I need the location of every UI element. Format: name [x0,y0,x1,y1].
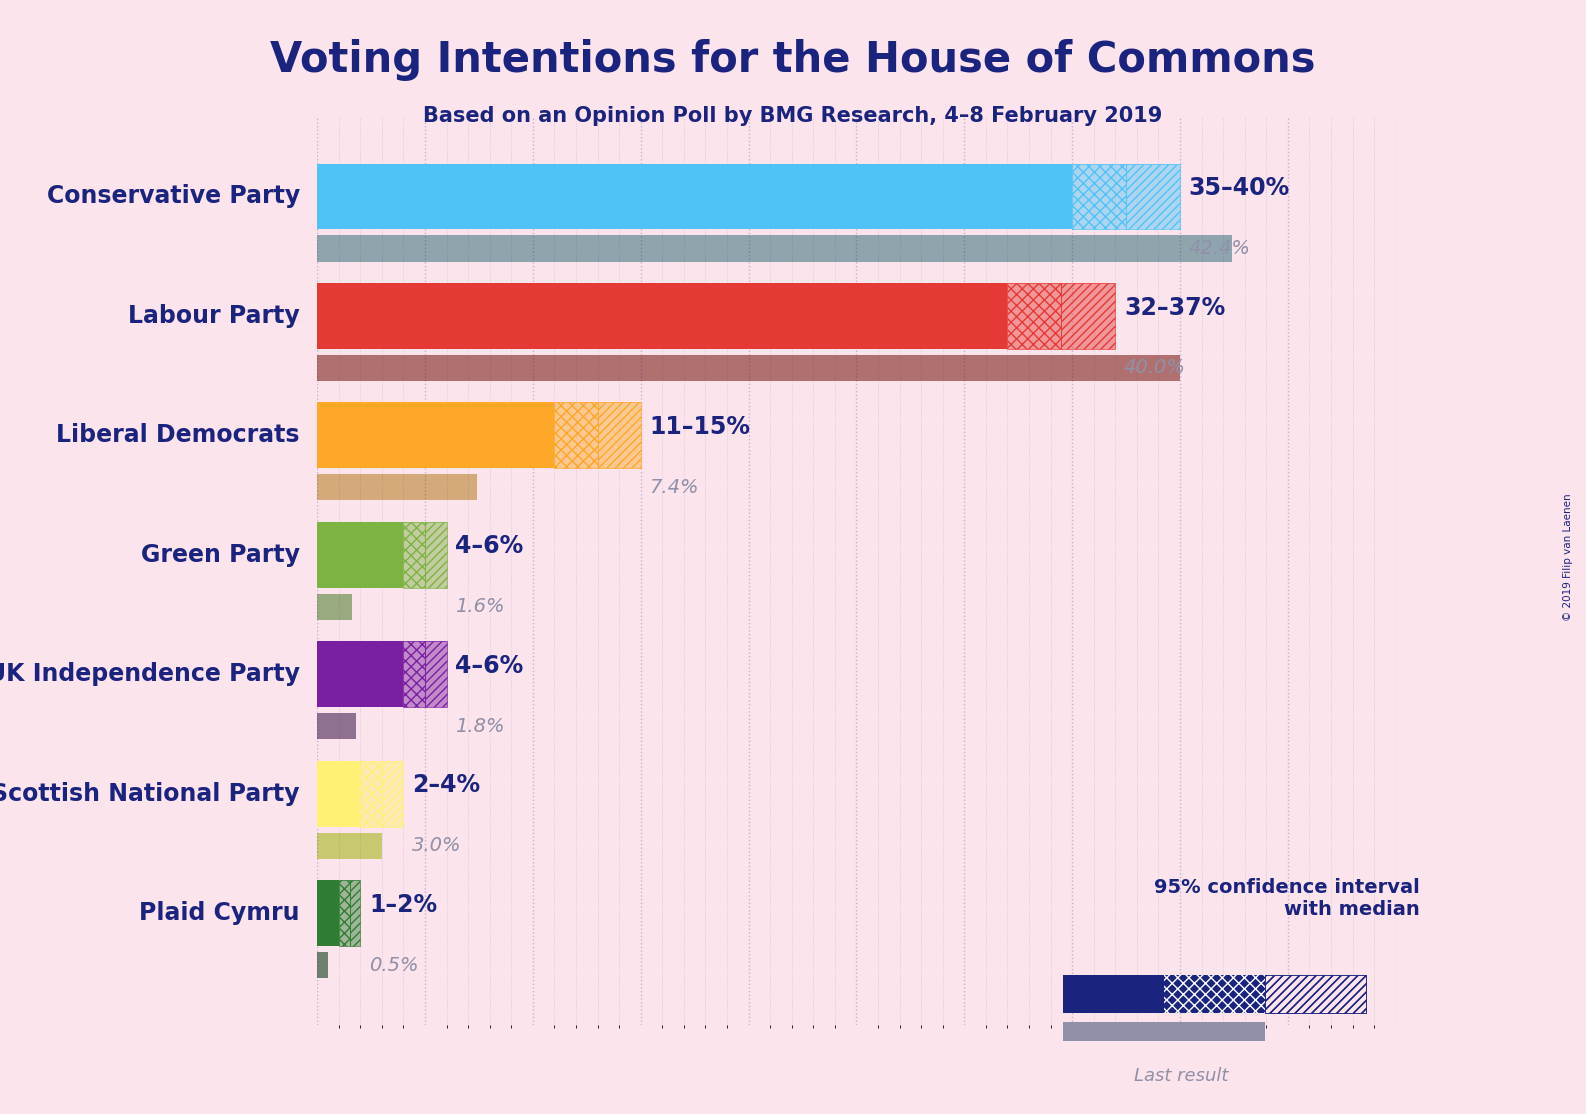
Text: 1.6%: 1.6% [455,597,504,616]
Text: 42.4%: 42.4% [1188,238,1250,257]
Text: © 2019 Filip van Laenen: © 2019 Filip van Laenen [1564,494,1573,620]
Bar [317,594,352,619]
Bar [555,402,641,468]
Bar [339,880,349,946]
Bar [349,880,360,946]
Text: Conservative Party: Conservative Party [46,185,300,208]
Text: Last result: Last result [1134,1067,1229,1085]
Bar [317,522,403,588]
Text: 3.0%: 3.0% [412,837,462,856]
Bar [317,475,477,500]
Text: 95% confidence interval
with median: 95% confidence interval with median [1153,878,1419,919]
Bar [1072,164,1180,229]
Bar [403,642,447,707]
Bar [1126,164,1180,229]
Bar [425,642,447,707]
Bar [1266,976,1366,1013]
Bar [1266,976,1366,1013]
Bar [403,522,425,588]
Bar [317,880,339,946]
Bar [317,164,1072,229]
Bar [425,522,447,588]
Bar [1061,283,1115,349]
Text: 4–6%: 4–6% [455,654,523,678]
Text: 35–40%: 35–40% [1188,176,1289,201]
Bar [317,642,403,707]
Bar [1007,283,1115,349]
Text: 4–6%: 4–6% [455,535,523,558]
Bar [403,642,425,707]
Bar [317,283,1007,349]
Text: Labour Party: Labour Party [128,304,300,328]
Bar [360,761,382,827]
Text: 1.8%: 1.8% [455,716,504,735]
Bar [598,402,641,468]
Bar [317,354,1180,381]
Bar [317,761,360,827]
Bar [1063,976,1266,1013]
Text: 2–4%: 2–4% [412,773,481,798]
Text: UK Independence Party: UK Independence Party [0,662,300,686]
Bar [1007,283,1061,349]
Bar [1072,164,1126,229]
Bar [382,761,403,827]
Bar [317,713,355,740]
Bar [317,952,328,978]
Bar [339,880,360,946]
Bar [1164,976,1266,1013]
Text: 1–2%: 1–2% [370,892,438,917]
Bar [1266,976,1366,1013]
Bar [1063,1023,1266,1042]
Text: Based on an Opinion Poll by BMG Research, 4–8 February 2019: Based on an Opinion Poll by BMG Research… [423,106,1163,126]
Bar [360,761,403,827]
Text: Scottish National Party: Scottish National Party [0,782,300,805]
Text: 0.5%: 0.5% [370,956,419,975]
Bar [403,522,447,588]
Bar [317,832,382,859]
Text: Green Party: Green Party [141,543,300,567]
Text: 11–15%: 11–15% [649,416,750,439]
Text: 32–37%: 32–37% [1124,295,1224,320]
Bar [317,235,1232,262]
Bar [555,402,598,468]
Bar [317,402,555,468]
Text: Plaid Cymru: Plaid Cymru [140,901,300,926]
Text: 7.4%: 7.4% [649,478,699,497]
Text: Liberal Democrats: Liberal Democrats [57,423,300,448]
Text: Voting Intentions for the House of Commons: Voting Intentions for the House of Commo… [270,39,1316,81]
Text: 40.0%: 40.0% [1124,359,1186,378]
